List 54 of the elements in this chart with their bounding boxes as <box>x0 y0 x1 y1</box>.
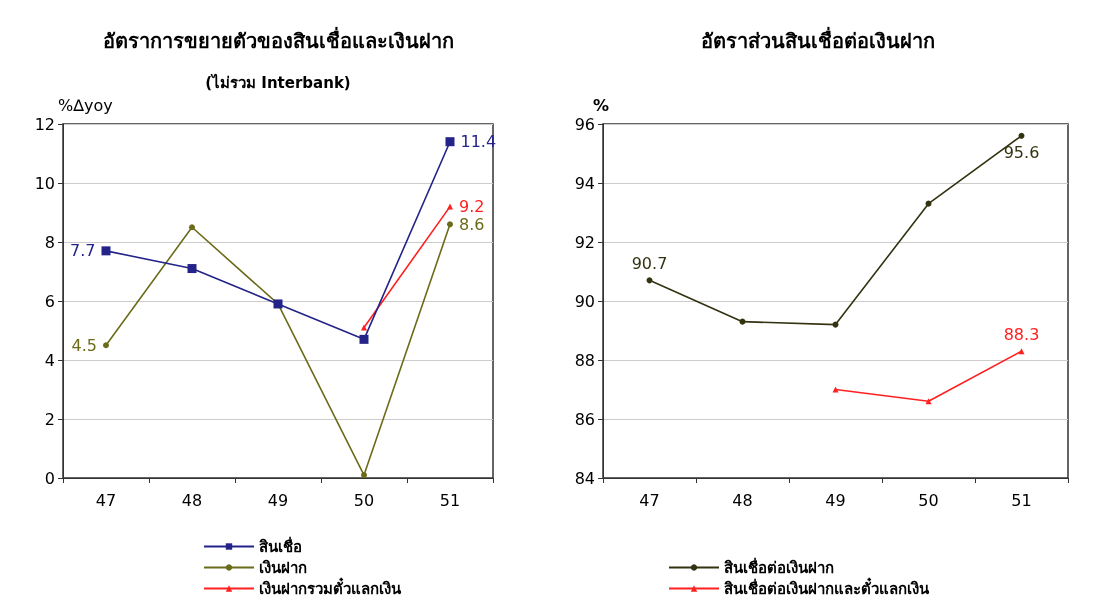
chart-title: อัตราการขยายตัวของสินเชื่อและเงินฝาก <box>102 26 454 53</box>
y-tick-label: 2 <box>44 409 55 429</box>
legend-label: สินเชื่อต่อเงินฝาก <box>724 556 834 577</box>
point <box>832 386 839 393</box>
y-axis-title: %∆yoy <box>58 95 113 115</box>
point <box>925 398 932 405</box>
x-tick-label: 47 <box>639 490 660 510</box>
point <box>361 472 367 479</box>
y-tick-label: 6 <box>44 291 55 311</box>
point <box>445 137 455 147</box>
x-tick-label: 51 <box>1011 490 1032 510</box>
y-tick-label: 12 <box>34 114 55 134</box>
point <box>359 334 369 344</box>
y-tick-label: 92 <box>574 232 595 252</box>
x-tick-label: 47 <box>95 490 117 510</box>
y-tick-label: 0 <box>44 468 55 488</box>
y-tick-label: 4 <box>44 350 55 370</box>
point <box>1018 348 1025 355</box>
point <box>1018 132 1025 139</box>
x-tick-label: 50 <box>918 490 939 510</box>
y-tick-label: 84 <box>574 468 595 488</box>
y-tick-label: 10 <box>34 173 55 193</box>
chart-subtitle: (ไม่รวม Interbank) <box>205 72 351 92</box>
data-label: 88.3 <box>1003 324 1040 344</box>
data-label: 7.7 <box>70 241 96 261</box>
y-tick-label: 88 <box>574 350 595 370</box>
point <box>447 221 453 228</box>
data-label: 8.6 <box>459 214 485 234</box>
point <box>187 264 197 274</box>
legend-label: เงินฝาก <box>259 558 307 577</box>
x-tick-label: 48 <box>181 490 203 510</box>
point <box>189 224 195 231</box>
data-label: 90.7 <box>631 253 668 273</box>
y-tick-label: 94 <box>574 173 595 193</box>
point <box>832 321 839 328</box>
y-tick-label: 90 <box>574 291 595 311</box>
x-tick-label: 49 <box>825 490 846 510</box>
x-tick-label: 51 <box>439 490 461 510</box>
y-tick-label: 86 <box>574 409 595 429</box>
x-tick-label: 49 <box>267 490 289 510</box>
point <box>103 342 109 349</box>
data-label: 4.5 <box>71 335 97 355</box>
data-label: 9.2 <box>459 197 485 217</box>
legend-label: เงินฝากรวมตั๋วแลกเงิน <box>259 576 402 598</box>
y-tick-label: 96 <box>574 114 595 134</box>
legend-label: สินเชื่อ <box>259 535 302 556</box>
x-tick-label: 48 <box>732 490 753 510</box>
chart-title: อัตราส่วนสินเชื่อต่อเงินฝาก <box>701 26 935 53</box>
y-axis-title: % <box>593 95 610 115</box>
x-tick-label: 50 <box>353 490 375 510</box>
legend-label: สินเชื่อต่อเงินฝากและตั๋วแลกเงิน <box>724 576 930 598</box>
y-tick-label: 8 <box>44 232 55 252</box>
point <box>101 246 111 256</box>
data-label: 95.6 <box>1003 143 1040 163</box>
